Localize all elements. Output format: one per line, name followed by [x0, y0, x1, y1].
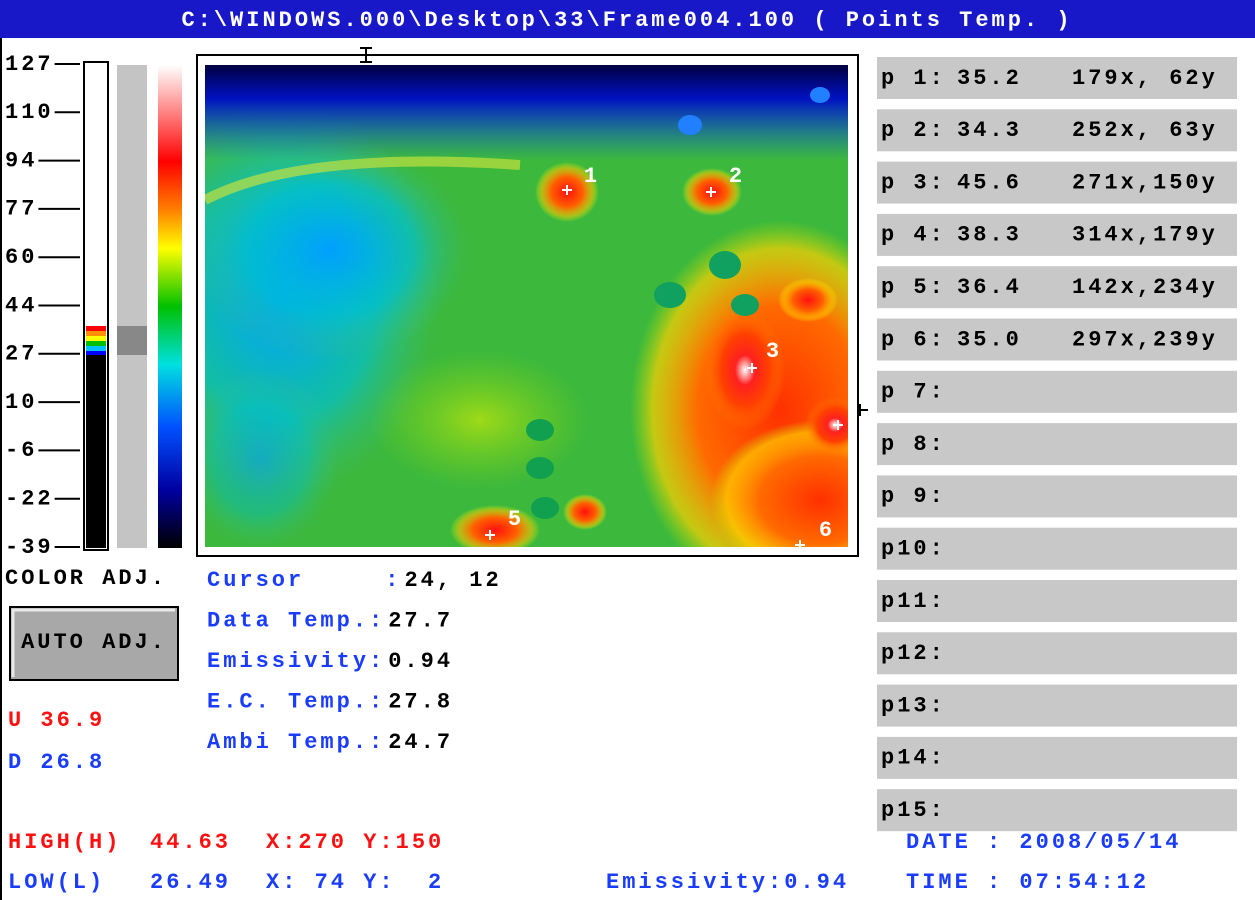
upper-limit: U 36.9: [8, 708, 105, 733]
level-stripe: [86, 341, 106, 346]
point-label: p10:: [881, 537, 946, 562]
scale-label: -22: [5, 487, 54, 512]
range-window: [117, 326, 147, 355]
point-coords: 297x,239y: [1072, 327, 1218, 352]
point-marker-label: 1: [584, 164, 600, 189]
scale: [84, 62, 182, 550]
readout-value: 27.7: [388, 608, 453, 633]
point-label: p 8:: [881, 432, 946, 457]
low-label: LOW(L): [8, 870, 105, 895]
scale-label: 44: [5, 293, 37, 318]
date: DATE : 2008/05/14: [906, 830, 1181, 855]
low-value: 26.49: [150, 870, 231, 895]
point-label: p 3:: [881, 170, 946, 195]
point-temp: 38.3: [957, 223, 1022, 248]
readout-label: Cursor :: [207, 568, 401, 593]
scale-label: 27: [5, 342, 37, 367]
point-label: p12:: [881, 641, 946, 666]
scale-label: 10: [5, 390, 37, 415]
point-coords: 179x, 62y: [1072, 66, 1218, 91]
point-temp: 34.3: [957, 118, 1022, 143]
point-label: p 4:: [881, 223, 946, 248]
readout-label: Ambi Temp.:: [207, 730, 385, 755]
point-label: p15:: [881, 798, 946, 823]
level-stripe: [86, 351, 106, 355]
point-marker-label: 6: [819, 518, 835, 543]
auto-adj-button[interactable]: AUTO ADJ.: [10, 607, 178, 680]
readout-value: 24.7: [388, 730, 453, 755]
scale-label: 60: [5, 245, 37, 270]
readout-value: 27.8: [388, 689, 453, 714]
readout-label: Data Temp.:: [207, 608, 385, 633]
scale-label: -39: [5, 535, 54, 560]
emissivity-footer: Emissivity:0.94: [606, 870, 849, 895]
point-label: p 1:: [881, 66, 946, 91]
readout-label: E.C. Temp.:: [207, 689, 385, 714]
readout-label: Emissivity:: [207, 649, 385, 674]
thermal-image: [120, 65, 930, 600]
low-position: X: 74 Y: 2: [266, 870, 444, 895]
point-temp: 35.0: [957, 327, 1022, 352]
point-label: p14:: [881, 746, 946, 771]
point-marker-label: 2: [729, 164, 745, 189]
point-coords: 271x,150y: [1072, 170, 1218, 195]
point-marker-label: 3: [766, 339, 782, 364]
title-text: C:\WINDOWS.000\Desktop\33\Frame004.100 (…: [181, 8, 1072, 33]
level-stripe: [86, 331, 106, 336]
point-label: p 6:: [881, 327, 946, 352]
thermal-viewer: C:\WINDOWS.000\Desktop\33\Frame004.100 (…: [0, 0, 1255, 900]
scale-label: 77: [5, 197, 37, 222]
point-label: p 2:: [881, 118, 946, 143]
point-coords: 314x,179y: [1072, 223, 1218, 248]
level-stripe: [86, 336, 106, 341]
point-temp: 35.2: [957, 66, 1022, 91]
point-temp: 36.4: [957, 275, 1022, 300]
time: TIME : 07:54:12: [906, 870, 1149, 895]
color-bar: [158, 65, 182, 548]
point-label: p 5:: [881, 275, 946, 300]
high-label: HIGH(H): [8, 830, 121, 855]
level-fill: [86, 355, 106, 548]
scale-label: 127: [5, 52, 54, 77]
high-position: X:270 Y:150: [266, 830, 444, 855]
level-stripe: [86, 326, 106, 331]
high-value: 44.63: [150, 830, 231, 855]
point-marker-label: 5: [508, 507, 524, 532]
level-stripe: [86, 346, 106, 351]
range-bar: [117, 65, 147, 548]
scale-label: -6: [5, 438, 37, 463]
readout-value: 0.94: [388, 649, 453, 674]
point-temp: 45.6: [957, 170, 1022, 195]
scale-label: 94: [5, 148, 37, 173]
button-label[interactable]: AUTO ADJ.: [21, 630, 167, 655]
point-label: p13:: [881, 693, 946, 718]
point-label: p 7:: [881, 380, 946, 405]
point-label: p11:: [881, 589, 946, 614]
scale-label: 110: [5, 100, 54, 125]
point-coords: 142x,234y: [1072, 275, 1218, 300]
point-coords: 252x, 63y: [1072, 118, 1218, 143]
lower-limit: D 26.8: [8, 750, 105, 775]
point-label: p 9:: [881, 484, 946, 509]
readout-value: 24, 12: [404, 568, 501, 593]
color-adj-label: COLOR ADJ.: [5, 566, 167, 591]
